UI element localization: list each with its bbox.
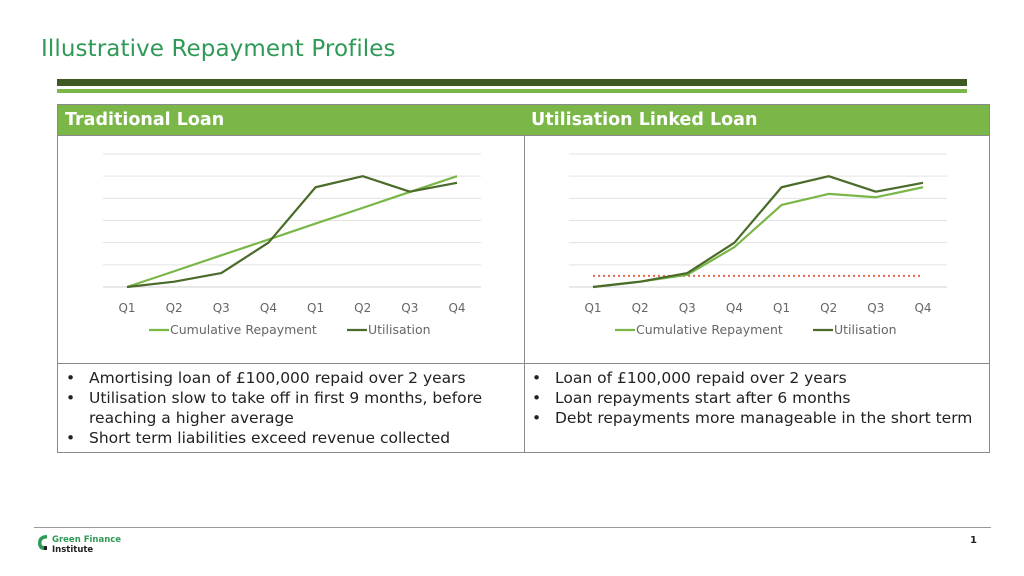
x-tick-label: Q1	[584, 301, 601, 315]
series-line-cumulative-repayment	[126, 175, 458, 289]
series-line-utilisation	[126, 175, 458, 289]
footer-divider	[34, 527, 991, 528]
x-tick-label: Q2	[632, 301, 649, 315]
x-tick-label: Q4	[726, 301, 743, 315]
legend-label: Utilisation	[834, 322, 897, 337]
utilisation-linked-loan-chart-cell: Q1 Q2 Q3 Q4 Q1 Q2 Q3 Q4 Cumulative Repayment Util…	[524, 136, 989, 364]
x-tick-label: Q3	[213, 301, 230, 315]
slide-title: Illustrative Repayment Profiles	[41, 36, 396, 62]
title-divider-light	[57, 89, 967, 93]
logo-line-2: Institute	[52, 545, 94, 555]
series-line-utilisation	[592, 175, 924, 289]
bullet-item: Loan of £100,000 repaid over 2 years	[532, 368, 981, 388]
logo-text: Green Finance Institute	[52, 535, 121, 555]
title-divider-dark	[57, 79, 967, 86]
utilisation-linked-loan-header: Utilisation Linked Loan	[524, 105, 989, 136]
x-tick-label: Q3	[867, 301, 884, 315]
legend-label: Utilisation	[368, 322, 431, 337]
series-line-cumulative-repayment	[592, 186, 924, 289]
bullet-item: Amortising loan of £100,000 repaid over …	[66, 368, 516, 388]
x-tick-label: Q2	[354, 301, 371, 315]
green-finance-institute-logo: Green Finance Institute	[37, 533, 127, 557]
comparison-table: Traditional Loan Q1 Q2 Q3 Q4 Q1 Q2 Q3 Q4 Cumulat…	[57, 104, 990, 453]
utilisation-linked-loan-chart: Q1 Q2 Q3 Q4 Q1 Q2 Q3 Q4 Cumulative Repayment Util…	[569, 153, 947, 337]
leaf-logo-icon	[38, 535, 47, 550]
x-tick-label: Q4	[448, 301, 465, 315]
legend-label: Cumulative Repayment	[636, 322, 783, 337]
traditional-loan-bullets: Amortising loan of £100,000 repaid over …	[58, 364, 524, 452]
x-tick-label: Q1	[118, 301, 135, 315]
x-tick-label: Q3	[401, 301, 418, 315]
traditional-loan-chart-cell: Q1 Q2 Q3 Q4 Q1 Q2 Q3 Q4 Cumulative Repayment Util…	[58, 136, 524, 364]
traditional-loan-column: Traditional Loan Q1 Q2 Q3 Q4 Q1 Q2 Q3 Q4 Cumulat…	[58, 105, 525, 452]
legend-label: Cumulative Repayment	[170, 322, 317, 337]
utilisation-linked-loan-bullets: Loan of £100,000 repaid over 2 years Loa…	[524, 364, 989, 452]
x-tick-label: Q1	[773, 301, 790, 315]
bullet-item: Short term liabilities exceed revenue co…	[66, 428, 516, 448]
x-tick-label: Q2	[820, 301, 837, 315]
page-number: 1	[970, 535, 977, 546]
x-tick-label: Q4	[260, 301, 277, 315]
utilisation-linked-loan-column: Utilisation Linked Loan Q1 Q2 Q3 Q4 Q1 Q2 Q3 Q4…	[524, 105, 989, 452]
x-tick-label: Q3	[679, 301, 696, 315]
traditional-loan-chart: Q1 Q2 Q3 Q4 Q1 Q2 Q3 Q4 Cumulative Repayment Util…	[103, 153, 481, 337]
bullet-item: Utilisation slow to take off in first 9 …	[66, 388, 516, 428]
traditional-loan-header: Traditional Loan	[58, 105, 524, 136]
bullet-item: Loan repayments start after 6 months	[532, 388, 981, 408]
x-tick-label: Q4	[914, 301, 931, 315]
x-tick-label: Q1	[307, 301, 324, 315]
x-tick-label: Q2	[166, 301, 183, 315]
bullet-item: Debt repayments more manageable in the s…	[532, 408, 981, 428]
logo-line-1: Green Finance	[52, 535, 122, 545]
